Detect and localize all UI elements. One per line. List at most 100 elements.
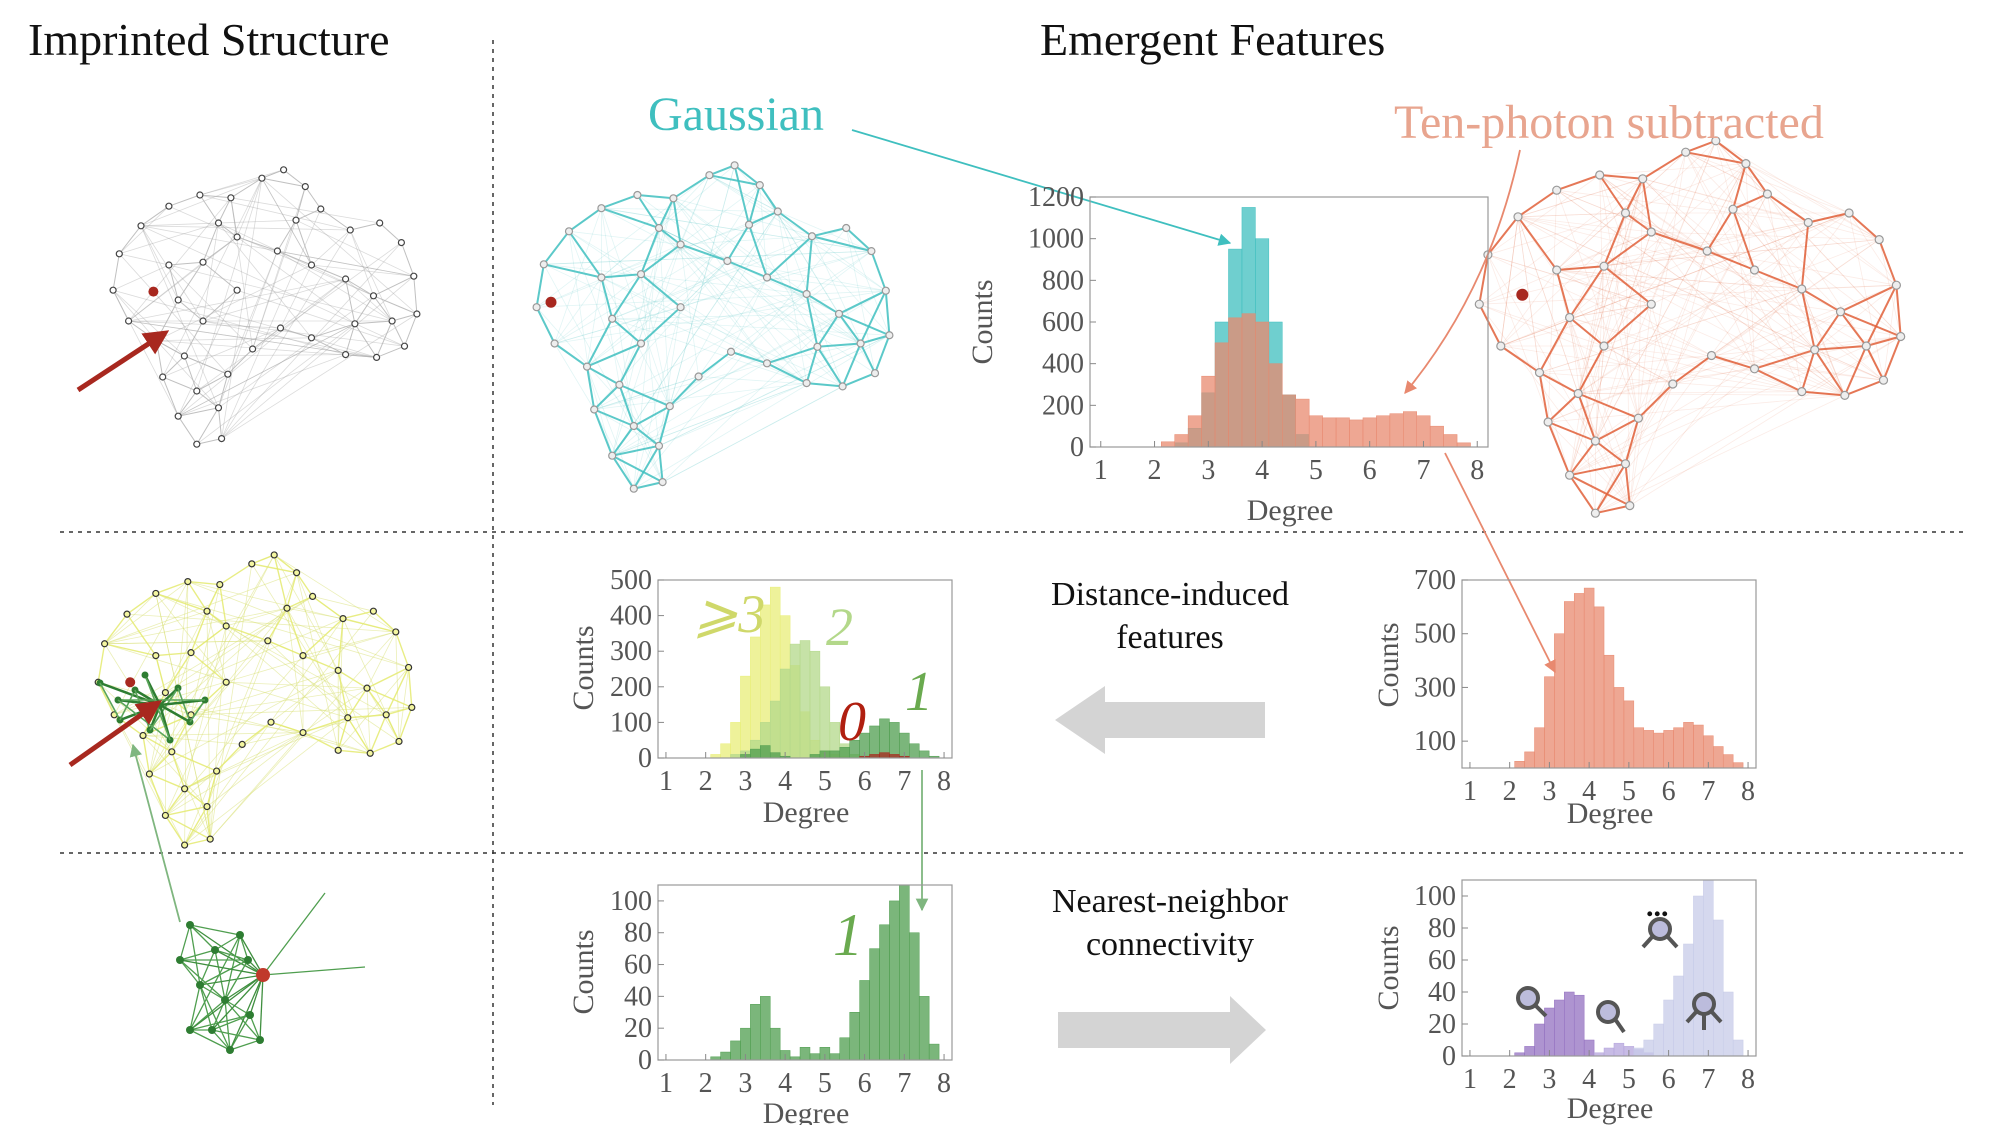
net-teal-faint-edge — [594, 382, 807, 410]
net-grey-faint-edge — [280, 278, 346, 329]
net-orange-faint-edge — [1706, 163, 1747, 252]
net-orange-edge — [1895, 285, 1902, 337]
net-yellow-edge — [347, 687, 368, 719]
net-yellow-node — [181, 785, 189, 793]
net-teal-faint-edge — [734, 165, 890, 336]
net-yellow-node — [283, 604, 291, 612]
net-yellow-node — [248, 560, 256, 568]
net-yellow-node — [203, 607, 211, 615]
tenphoton-bar-0-4 — [1554, 633, 1565, 769]
main-bar-1-12 — [1322, 417, 1337, 448]
net-grey-node — [280, 166, 288, 174]
net-grey-faint-edge — [218, 295, 374, 409]
net-orange-faint-edge — [1539, 336, 1901, 373]
label-two: 2 — [826, 597, 853, 657]
net-orange-edge — [1800, 288, 1816, 351]
net-teal-faint-edge — [680, 244, 876, 374]
net-yellow-edge — [312, 595, 344, 620]
main-bar-1-16 — [1376, 415, 1391, 448]
net-teal-faint-edge — [640, 274, 671, 407]
net-grey-edge — [404, 313, 418, 347]
net-grey-faint-edge — [218, 222, 312, 339]
nn_classes-frame — [1461, 879, 1757, 1057]
net-teal-node — [615, 380, 624, 389]
net-teal-edge — [806, 382, 843, 388]
net-grey-faint-edge — [349, 229, 374, 296]
net-grey-faint-edge — [345, 278, 393, 322]
net-orange-faint-edge — [1672, 239, 1880, 385]
net-teal-edge — [874, 334, 891, 374]
net-teal-edge — [680, 243, 728, 262]
net-orange-faint-edge — [1556, 190, 1639, 419]
net-teal-faint-edge — [680, 235, 813, 245]
main-bar-1-8 — [1268, 363, 1283, 448]
net-yellow-node — [395, 737, 403, 746]
net-teal-edge — [611, 273, 642, 320]
net-orange-edge — [1569, 462, 1626, 477]
net-yellow-edge — [273, 554, 288, 609]
net-orange-faint-edge — [1517, 216, 1802, 290]
net-yellow-edge — [338, 749, 371, 754]
net-teal-edge — [618, 343, 642, 386]
net-orange-faint-edge — [1556, 269, 1901, 337]
net-orange-edge — [1706, 250, 1755, 271]
net-grey-faint-edge — [218, 222, 374, 297]
net-yellow-faint-edge — [184, 717, 349, 846]
net-grey-edge — [373, 295, 393, 322]
net-orange-faint-edge — [1556, 269, 1712, 356]
net-yellow-edge — [165, 805, 208, 817]
net-grey-faint-edge — [311, 229, 351, 266]
net-orange-edge — [1624, 417, 1640, 465]
net-grey-edge — [413, 276, 418, 315]
distance-xtick-label: 4 — [778, 766, 792, 797]
net-orange-faint-edge — [1754, 269, 1841, 313]
net-grey-node — [413, 310, 421, 318]
net-teal-faint-edge — [601, 277, 843, 387]
net-teal-faint-edge — [640, 273, 807, 384]
net-orange-faint-edge — [1595, 163, 1747, 442]
distance-bar-1-7 — [779, 668, 791, 759]
tenphoton-bar-0-13 — [1643, 730, 1654, 769]
network-gaussian — [532, 161, 894, 493]
tenphoton-ytick-label: 100 — [1414, 726, 1456, 757]
net-teal-faint-edge — [633, 227, 847, 489]
net-grey-highlight-node — [148, 286, 159, 297]
net-orange-faint-edge — [1556, 189, 1708, 252]
tenphoton-xtick-label: 8 — [1741, 776, 1755, 807]
net-teal-edge — [611, 317, 642, 345]
net-grey-node — [199, 258, 207, 266]
net-teal-faint-edge — [593, 409, 635, 489]
net-teal-faint-edge — [658, 334, 890, 447]
net-yellow-faint-edge — [206, 610, 371, 754]
net-orange-faint-edge — [1517, 216, 1605, 267]
nn-subgraph-edge — [189, 924, 241, 936]
net-orange-faint-edge — [1539, 288, 1802, 373]
net-yellow-node — [408, 703, 416, 712]
net-grey-edge — [236, 236, 278, 252]
net-orange-edge — [1637, 383, 1674, 419]
net-teal-faint-edge — [543, 264, 663, 483]
net-orange-edge — [1577, 392, 1639, 420]
distance-xtick-label: 6 — [858, 766, 872, 797]
net-yellow-edge — [385, 714, 400, 742]
net-teal-edge — [816, 346, 844, 387]
nn_classes-xtick-label: 5 — [1622, 1064, 1636, 1095]
net-yellow-node — [222, 678, 230, 686]
net-grey-edge — [202, 236, 238, 263]
net-orange-node — [1835, 307, 1846, 317]
net-orange-faint-edge — [1650, 140, 1717, 305]
net-teal-faint-edge — [680, 260, 728, 308]
net-orange-edge — [1603, 231, 1652, 268]
net-orange-edge — [1478, 254, 1489, 305]
net-grey-edge — [218, 374, 229, 408]
net-orange-faint-edge — [1745, 163, 1755, 369]
net-teal-faint-edge — [730, 277, 768, 352]
net-teal-edge — [669, 375, 700, 407]
net-teal-faint-edge — [680, 260, 728, 308]
net-orange-faint-edge — [1500, 212, 1850, 347]
net-grey-edge — [162, 355, 185, 378]
net-yellow-edge — [267, 607, 288, 642]
net-teal-edge — [811, 227, 847, 238]
net-orange-faint-edge — [1478, 303, 1631, 506]
net-grey-node — [199, 317, 207, 325]
